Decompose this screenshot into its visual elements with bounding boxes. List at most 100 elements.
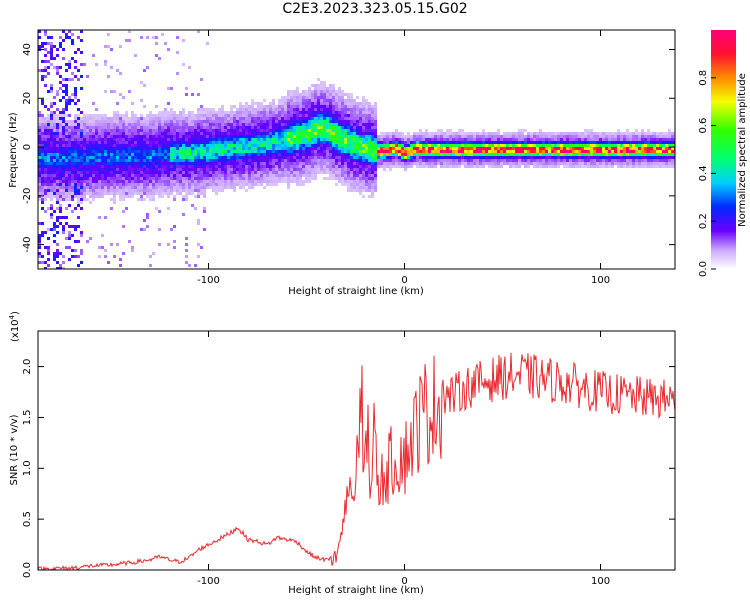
spectrogram-cell: [602, 159, 605, 162]
spectrogram-cell: [113, 156, 116, 159]
spectrogram-cell: [272, 156, 275, 159]
spectrogram-cell: [191, 162, 194, 165]
spectrogram-cell: [239, 141, 242, 144]
spectrogram-cell: [551, 141, 554, 144]
spectrogram-cell: [215, 177, 218, 180]
spectrogram-cell: [383, 141, 386, 144]
spectrogram-cell: [74, 93, 77, 96]
spectrogram-cell: [428, 165, 431, 168]
spectrogram-cell: [242, 132, 245, 135]
spectrogram-cell: [188, 156, 191, 159]
spectrogram-cell: [173, 198, 176, 201]
spectrogram-cell: [161, 150, 164, 153]
spectrogram-cell: [224, 129, 227, 132]
spectrogram-cell: [470, 135, 473, 138]
spectrogram-cell: [188, 264, 191, 267]
spectrogram-cell: [365, 150, 368, 153]
spectrogram-cell: [284, 141, 287, 144]
spectrogram-cell: [446, 159, 449, 162]
spectrogram-cell: [278, 144, 281, 147]
spectrogram-cell: [449, 159, 452, 162]
spectrogram-cell: [401, 165, 404, 168]
spectrogram-cell: [299, 120, 302, 123]
spectrogram-cell: [467, 153, 470, 156]
spectrogram-cell: [332, 156, 335, 159]
spectrogram-cell: [71, 39, 74, 42]
spectrogram-cell: [662, 159, 665, 162]
spectrogram-cell: [41, 156, 44, 159]
spectrogram-cell: [329, 102, 332, 105]
spectrogram-cell: [374, 168, 377, 171]
spectrogram-cell: [74, 162, 77, 165]
spectrogram-cell: [53, 66, 56, 69]
spectrogram-cell: [281, 120, 284, 123]
spectrogram-cell: [233, 159, 236, 162]
spectrogram-cell: [314, 177, 317, 180]
spectrogram-cell: [155, 174, 158, 177]
spectrogram-cell: [347, 174, 350, 177]
spectrogram-cell: [53, 192, 56, 195]
spectrogram-cell: [41, 189, 44, 192]
spectrogram-cell: [161, 120, 164, 123]
spectrogram-cell: [443, 144, 446, 147]
spectrogram-cell: [632, 162, 635, 165]
spectrogram-cell: [170, 159, 173, 162]
spectrogram-cell: [404, 138, 407, 141]
spectrogram-cell: [137, 192, 140, 195]
spectrogram-cell: [122, 180, 125, 183]
spectrogram-cell: [266, 153, 269, 156]
spectrogram-cell: [119, 183, 122, 186]
spectrogram-cell: [383, 138, 386, 141]
spectrogram-cell: [290, 99, 293, 102]
spectrogram-cell: [296, 153, 299, 156]
spectrogram-cell: [77, 255, 80, 258]
spectrogram-cell: [275, 183, 278, 186]
spectrogram-cell: [386, 165, 389, 168]
spectrogram-cell: [659, 159, 662, 162]
spectrogram-cell: [71, 153, 74, 156]
spectrogram-cell: [413, 162, 416, 165]
spectrogram-cell: [101, 174, 104, 177]
spectrogram-cell: [50, 42, 53, 45]
spectrogram-cell: [224, 162, 227, 165]
spectrogram-cell: [548, 159, 551, 162]
spectrogram-cell: [557, 156, 560, 159]
spectrogram-cell: [284, 144, 287, 147]
spectrogram-cell: [650, 132, 653, 135]
spectrogram-cell: [344, 120, 347, 123]
spectrogram-cell: [422, 153, 425, 156]
spectrogram-cell: [572, 144, 575, 147]
spectrogram-cell: [371, 162, 374, 165]
spectrogram-cell: [137, 153, 140, 156]
spectrogram-cell: [371, 183, 374, 186]
colorbar-gradient: [711, 30, 736, 269]
spectrogram-cell: [347, 123, 350, 126]
spectrogram-cell: [68, 192, 71, 195]
spectrogram-cell: [284, 162, 287, 165]
spectrogram-cell: [353, 156, 356, 159]
spectrogram-cell: [269, 177, 272, 180]
spectrogram-cell: [374, 183, 377, 186]
spectrogram-cell: [290, 126, 293, 129]
spectrogram-cell: [158, 120, 161, 123]
spectrogram-cell: [533, 150, 536, 153]
spectrogram-cell: [155, 138, 158, 141]
spectrogram-cell: [173, 174, 176, 177]
spectrogram-cell: [647, 150, 650, 153]
spectrogram-cell: [38, 246, 41, 249]
spectrogram-cell: [74, 183, 77, 186]
spectrogram-cell: [344, 126, 347, 129]
spectrogram-cell: [95, 108, 98, 111]
spectrogram-cell: [350, 156, 353, 159]
spectrogram-cell: [110, 180, 113, 183]
spectrogram-cell: [335, 126, 338, 129]
spectrogram-cell: [239, 114, 242, 117]
spectrogram-cell: [308, 87, 311, 90]
spectrogram-cell: [305, 174, 308, 177]
spectrogram-cell: [560, 132, 563, 135]
spectrogram-cell: [608, 132, 611, 135]
spectrogram-cell: [134, 171, 137, 174]
spectrogram-cell: [125, 174, 128, 177]
spectrogram-cell: [473, 153, 476, 156]
spectrogram-cell: [239, 129, 242, 132]
